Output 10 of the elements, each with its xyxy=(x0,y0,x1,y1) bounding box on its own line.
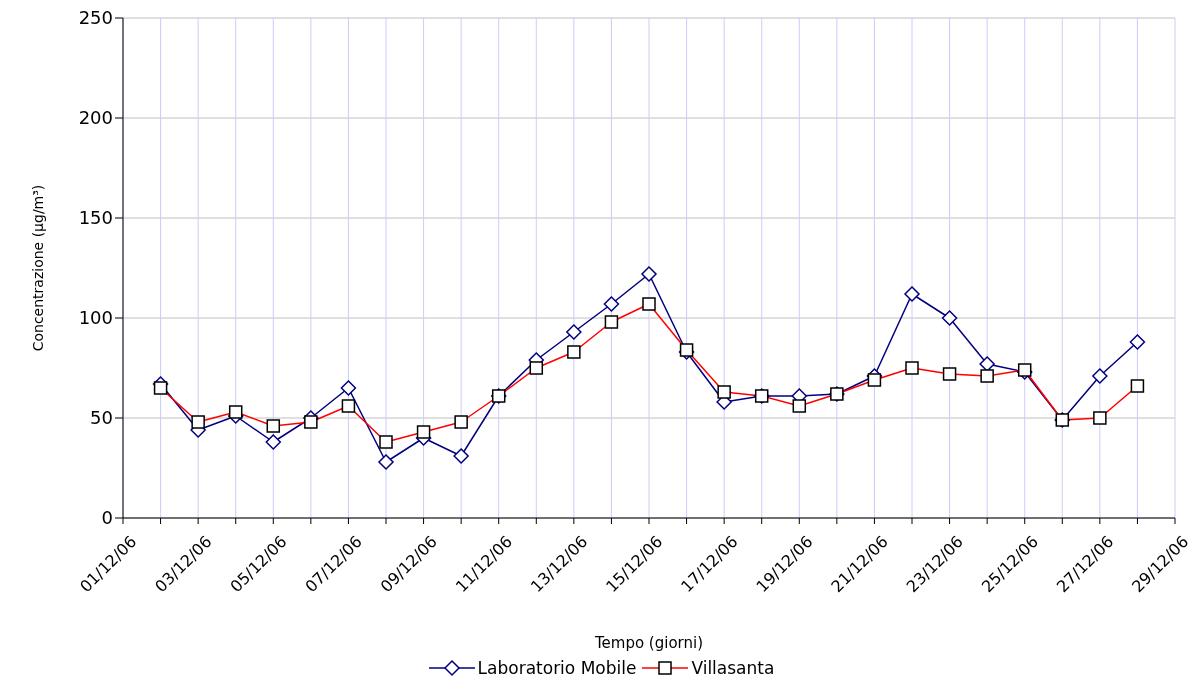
y-tick-label: 50 xyxy=(90,407,113,429)
y-tick-label: 100 xyxy=(78,307,113,329)
y-tick-label: 150 xyxy=(78,207,113,229)
y-tick-label: 0 xyxy=(101,507,113,529)
y-axis-title: Concentrazione (µg/m³) xyxy=(29,184,46,352)
x-axis-title: Tempo (giorni) xyxy=(593,634,704,652)
y-tick-label: 200 xyxy=(78,107,113,129)
legend-label: Villasanta xyxy=(691,658,775,678)
y-tick-label: 250 xyxy=(78,7,113,29)
legend-label: Laboratorio Mobile xyxy=(477,658,637,678)
